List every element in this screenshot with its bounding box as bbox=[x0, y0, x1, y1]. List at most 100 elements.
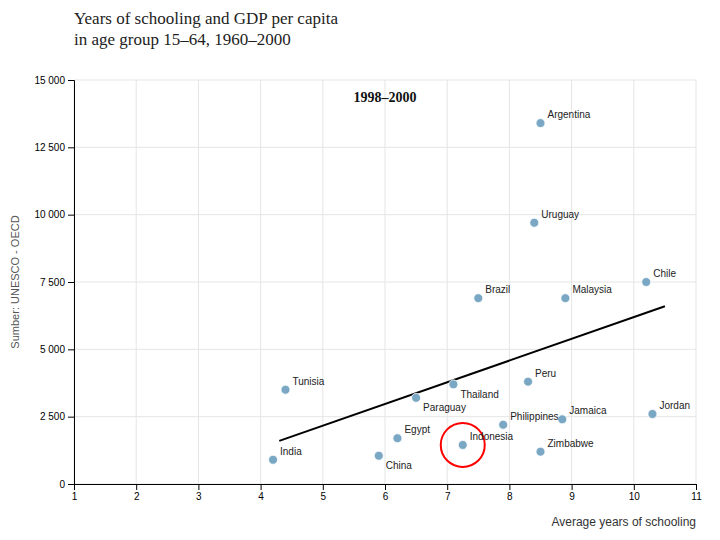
x-axis-line bbox=[75, 485, 697, 491]
x-tick-label: 9 bbox=[569, 491, 575, 502]
x-axis-title: Average years of schooling bbox=[551, 515, 696, 529]
point bbox=[374, 451, 383, 460]
x-axis: 1 2 3 4 5 6 7 8 9 10 11 bbox=[72, 484, 702, 502]
y-tick-label: 2 500 bbox=[40, 411, 65, 422]
y-tick: 12 500 bbox=[34, 142, 74, 153]
y-axis: 0 2 500 5 000 7 500 10 000 12 500 15 000 bbox=[34, 75, 74, 490]
x-tick-mark bbox=[634, 484, 635, 490]
x-tick: 9 bbox=[569, 484, 575, 502]
x-tick: 5 bbox=[321, 484, 327, 502]
x-tick: 7 bbox=[445, 484, 451, 502]
highlight-circle bbox=[441, 423, 485, 467]
point bbox=[458, 440, 467, 449]
point-label: Indonesia bbox=[470, 431, 514, 442]
point-label: Paraguay bbox=[423, 402, 466, 413]
point bbox=[530, 218, 539, 227]
point bbox=[648, 409, 657, 418]
grid-line-x bbox=[385, 80, 386, 484]
y-tick-label: 10 000 bbox=[34, 209, 65, 220]
y-tick-mark bbox=[68, 80, 74, 81]
point-label: Argentina bbox=[548, 109, 591, 120]
x-tick-mark bbox=[447, 484, 448, 490]
point-label: Jamaica bbox=[569, 405, 607, 416]
y-tick-mark bbox=[68, 282, 74, 283]
x-tick-mark bbox=[572, 484, 573, 490]
point bbox=[269, 455, 278, 464]
y-axis-line bbox=[68, 81, 75, 485]
y-tick: 0 bbox=[59, 479, 74, 490]
subtitle: 1998–2000 bbox=[354, 90, 417, 105]
x-tick-label: 7 bbox=[445, 491, 451, 502]
x-tick-label: 6 bbox=[383, 491, 389, 502]
point-label: Philippines bbox=[510, 411, 558, 422]
x-tick-mark bbox=[136, 484, 137, 490]
point-label: Tunisia bbox=[292, 376, 324, 387]
x-tick: 4 bbox=[258, 484, 264, 502]
y-tick: 7 500 bbox=[40, 277, 74, 288]
grid-line-x bbox=[260, 80, 261, 484]
grid-line-x bbox=[571, 80, 572, 484]
point-label: China bbox=[386, 460, 413, 471]
x-tick-mark bbox=[198, 484, 199, 490]
title: Years of schooling and GDP per capitain … bbox=[74, 9, 338, 49]
grid-line-x bbox=[198, 80, 199, 484]
point-label: Thailand bbox=[460, 389, 498, 400]
y-tick-mark bbox=[68, 484, 74, 485]
point bbox=[524, 377, 533, 386]
x-tick-label: 10 bbox=[629, 491, 641, 502]
point bbox=[536, 119, 545, 128]
y-tick-label: 5 000 bbox=[40, 344, 65, 355]
point bbox=[449, 380, 458, 389]
point-label: Egypt bbox=[404, 424, 430, 435]
point bbox=[561, 294, 570, 303]
point-label: Uruguay bbox=[541, 209, 579, 220]
y-tick-mark bbox=[68, 417, 74, 418]
x-tick: 8 bbox=[507, 484, 513, 502]
grid-line-x bbox=[633, 80, 634, 484]
point-labels: Tunisia India China Egypt Paraguay Thailand Br… bbox=[280, 109, 690, 471]
point bbox=[499, 420, 508, 429]
marks bbox=[269, 119, 665, 467]
point-label: Jordan bbox=[659, 400, 690, 411]
y-tick-mark bbox=[68, 349, 74, 350]
x-tick-mark bbox=[696, 484, 697, 490]
x-tick-mark bbox=[261, 484, 262, 490]
point-label: Malaysia bbox=[572, 284, 612, 295]
x-tick-mark bbox=[509, 484, 510, 490]
y-tick-label: 15 000 bbox=[34, 75, 65, 86]
y-tick-label: 12 500 bbox=[34, 142, 65, 153]
source: Sumber: UNESCO - OECD bbox=[9, 215, 21, 348]
x-tick-label: 8 bbox=[507, 491, 513, 502]
x-tick: 2 bbox=[134, 484, 140, 502]
point-label: India bbox=[280, 446, 302, 457]
y-tick-label: 7 500 bbox=[40, 277, 65, 288]
x-tick-label: 11 bbox=[691, 491, 702, 502]
grid-line-x bbox=[136, 80, 137, 484]
x-tick: 10 bbox=[629, 484, 641, 502]
y-tick: 10 000 bbox=[34, 209, 74, 220]
y-tick-mark bbox=[68, 215, 74, 216]
x-tick: 11 bbox=[691, 484, 702, 502]
x-tick-mark bbox=[323, 484, 324, 490]
x-tick-label: 1 bbox=[72, 491, 78, 502]
chart: Years of schooling and GDP per capitain … bbox=[0, 0, 720, 540]
point-label: Zimbabwe bbox=[548, 438, 595, 449]
point-label: Chile bbox=[653, 268, 676, 279]
point-label: Brazil bbox=[485, 284, 510, 295]
x-tick-label: 2 bbox=[134, 491, 140, 502]
x-tick: 1 bbox=[72, 484, 78, 502]
grid-line-x bbox=[447, 80, 448, 484]
trendline bbox=[279, 306, 665, 441]
y-tick: 15 000 bbox=[34, 75, 74, 86]
y-tick-label: 0 bbox=[59, 479, 65, 490]
y-tick: 2 500 bbox=[40, 411, 74, 422]
x-tick-mark bbox=[385, 484, 386, 490]
x-tick-label: 5 bbox=[321, 491, 327, 502]
y-tick: 5 000 bbox=[40, 344, 74, 355]
plot-area: 1 2 3 4 5 6 7 8 9 10 11 0 2 500 5 000 7 500 10 000 12 50… bbox=[34, 75, 702, 529]
x-tick-label: 3 bbox=[196, 491, 202, 502]
point bbox=[642, 278, 651, 287]
grid-line-x bbox=[322, 80, 323, 484]
point bbox=[474, 294, 483, 303]
point bbox=[412, 393, 421, 402]
